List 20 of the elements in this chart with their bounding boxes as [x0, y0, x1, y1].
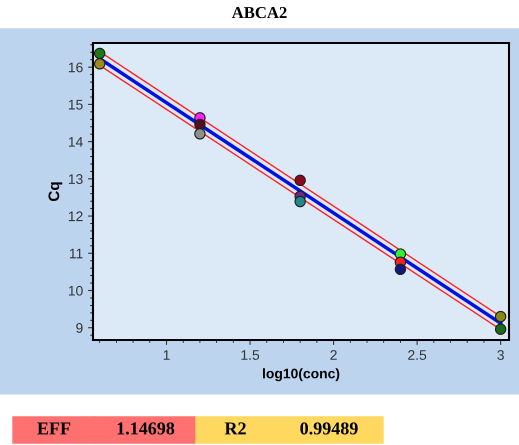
y-tick-label: 12: [68, 211, 83, 222]
y-tick-label: 10: [68, 286, 83, 296]
text: 1.14698: [118, 422, 174, 435]
text: EFF: [37, 422, 70, 434]
x-tick-label: 1: [164, 350, 170, 360]
y-tick-label: 11: [70, 248, 83, 258]
y-tick-label: 9: [76, 323, 83, 333]
chart-title: ABCA2: [232, 6, 287, 18]
y-axis-title: Cq: [48, 182, 62, 202]
y-tick-label: 16: [68, 62, 83, 72]
y-tick-label: 14: [68, 137, 83, 147]
text: R2: [224, 422, 246, 434]
text: 0.99489: [300, 422, 358, 435]
x-axis-title: log10(conc): [263, 368, 340, 382]
x-tick-label: 1.5: [241, 350, 260, 360]
y-tick-label: 15: [68, 100, 83, 110]
y-tick-label: 13: [68, 174, 83, 184]
x-tick-label: 2.5: [408, 350, 426, 360]
x-tick-label: 3: [497, 350, 504, 360]
x-tick-label: 2: [330, 350, 337, 360]
